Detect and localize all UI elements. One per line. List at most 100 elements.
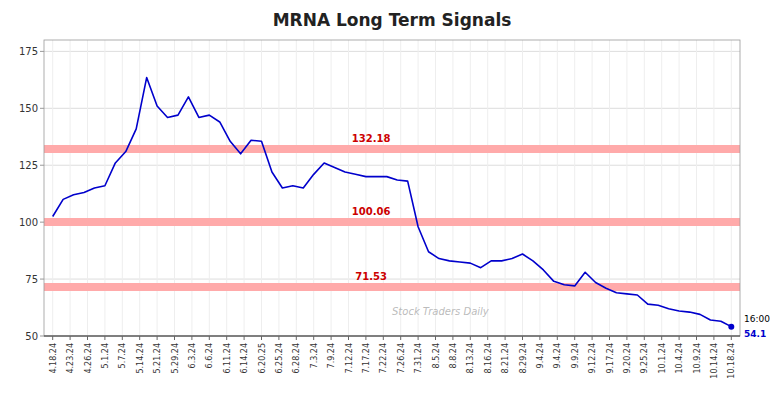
x-tick [226,336,227,340]
x-grid-line [435,40,436,336]
x-tick [400,336,401,340]
x-grid-line [348,40,349,336]
x-grid-line [557,40,558,336]
y-tick [40,51,44,52]
x-tick-label: 7.26.24 [397,343,406,374]
x-tick-label: 8.16.24 [484,343,493,374]
x-tick [574,336,575,340]
x-grid-line [626,40,627,336]
x-tick [557,336,558,340]
y-axis: 5075100125150175 [19,46,44,342]
x-tick-label: 7.17.24 [362,343,371,374]
x-tick-label: 6.14.24 [240,343,249,374]
y-grid-line [44,165,740,166]
y-tick [40,279,44,280]
x-tick [626,336,627,340]
x-tick [679,336,680,340]
x-tick [661,336,662,340]
x-axis-line [44,335,740,336]
y-tick [40,222,44,223]
x-tick [104,336,105,340]
x-tick [470,336,471,340]
x-grid-line [592,40,593,336]
x-tick-label: 5.29.24 [171,343,180,374]
y-tick [40,165,44,166]
level-label: 100.06 [352,206,391,217]
x-grid-line [522,40,523,336]
x-tick [539,336,540,340]
x-tick-label: 9.25.24 [640,343,649,374]
x-tick [696,336,697,340]
x-tick [87,336,88,340]
x-tick [592,336,593,340]
x-grid-line [87,40,88,336]
x-tick-label: 7.22.24 [379,343,388,374]
x-tick [383,336,384,340]
x-tick [713,336,714,340]
x-tick [452,336,453,340]
x-grid-line [661,40,662,336]
x-grid-line [278,40,279,336]
y-tick-label: 100 [19,217,38,228]
x-tick [418,336,419,340]
x-tick [70,336,71,340]
x-grid-line [157,40,158,336]
x-grid-line [244,40,245,336]
x-tick [348,336,349,340]
x-grid-line [226,40,227,336]
x-tick-label: 6.20.25 [258,343,267,374]
plot-area [44,78,740,330]
x-grid-line [400,40,401,336]
x-tick [209,336,210,340]
x-grid-line [122,40,123,336]
watermark: Stock Traders Daily [392,306,490,317]
x-grid-line [452,40,453,336]
x-tick [122,336,123,340]
x-tick-label: 9.9.24 [571,343,580,368]
x-tick-label: 6.6.24 [205,343,214,368]
x-grid-line [679,40,680,336]
x-tick-label: 10.18.24 [727,343,736,379]
x-tick-label: 5.7.24 [118,343,127,368]
x-grid-line [418,40,419,336]
x-tick-label: 9.20.24 [623,343,632,374]
x-tick-label: 9.4.24 [553,343,562,368]
x-grid-line [731,40,732,336]
x-tick [505,336,506,340]
x-grid-line [209,40,210,336]
x-grid-line [470,40,471,336]
y-tick-label: 125 [19,160,38,171]
x-tick-label: 8.29.24 [519,343,528,374]
y-tick [40,108,44,109]
x-tick-label: 4.18.24 [49,343,58,374]
x-grid-line [313,40,314,336]
x-grid-line [296,40,297,336]
x-tick [435,336,436,340]
x-tick-label: 8.13.24 [466,343,475,374]
x-tick [261,336,262,340]
x-tick [157,336,158,340]
x-tick-label: 4.23.24 [66,343,75,374]
x-tick [331,336,332,340]
x-tick [296,336,297,340]
level-band [44,283,740,291]
x-tick-label: 6.28.24 [292,343,301,374]
x-tick-label: 10.9.24 [693,343,702,374]
x-grid-line [261,40,262,336]
price-line [53,78,732,327]
level-label: 71.53 [355,271,387,282]
x-tick [139,336,140,340]
y-tick-label: 175 [19,46,38,57]
y-grid-line [44,108,740,109]
x-axis: 4.18.244.23.244.26.245.1.245.7.245.14.24… [49,336,737,379]
y-tick-label: 150 [19,103,38,114]
grid [44,40,740,336]
x-tick-label: 7.31.24 [414,343,423,374]
x-grid-line [505,40,506,336]
x-grid-line [696,40,697,336]
x-tick-label: 6.11.24 [223,343,232,374]
x-grid-line [331,40,332,336]
level-label: 132.18 [352,133,391,144]
x-tick-label: 8.21.24 [501,343,510,374]
y-grid-line [44,222,740,223]
